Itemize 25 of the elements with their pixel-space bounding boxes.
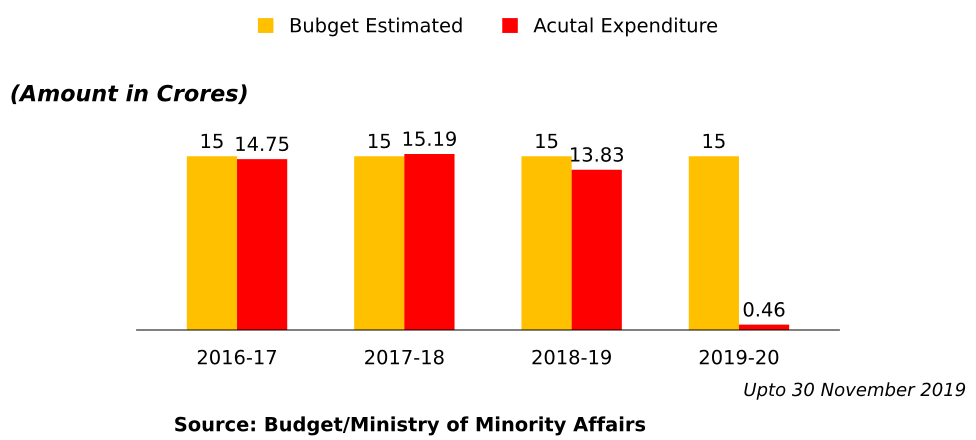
bar	[738, 324, 790, 330]
data-label: 14.75	[236, 136, 288, 152]
data-label: 0.46	[744, 302, 784, 317]
bar	[237, 159, 288, 330]
x-tick-label: 2019-20	[700, 350, 778, 364]
legend-label: Bubget Estimated	[290, 18, 462, 36]
bar	[521, 156, 572, 330]
bar	[186, 156, 238, 330]
data-label: 15.19	[404, 131, 456, 146]
x-tick-label: 2018-19	[532, 350, 611, 364]
text: Upto 30 November 2019	[744, 382, 966, 400]
chart-subtitle: (Amount in Crores)	[11, 84, 247, 104]
data-label: 15	[202, 134, 223, 148]
bar	[354, 156, 404, 330]
data-label: 13.83	[571, 147, 624, 162]
bar	[404, 154, 455, 330]
legend-label: Acutal Expenditure	[534, 18, 718, 36]
x-tick-label: 2017-18	[365, 350, 444, 364]
x-tick-label: 2016-17	[198, 350, 276, 364]
bar	[572, 170, 622, 330]
data-label: 15	[369, 134, 390, 148]
data-label: 15	[536, 134, 558, 148]
data-label: 15	[704, 134, 725, 148]
source-note: Source: Budget/Ministry of Minority Affairs	[175, 416, 646, 436]
bar	[688, 156, 739, 330]
